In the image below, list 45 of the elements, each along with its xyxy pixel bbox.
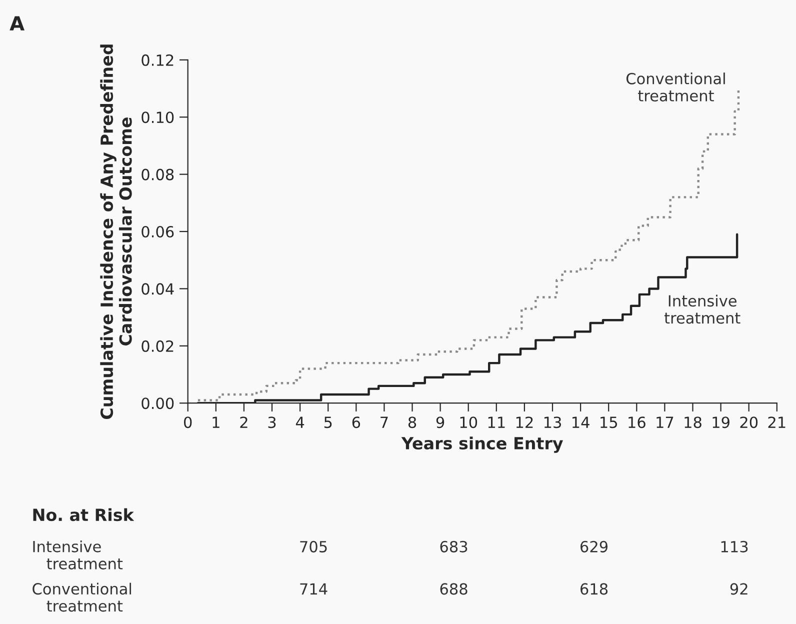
x-tick-label: 2 [240,416,248,428]
x-tick-label: 5 [324,416,332,428]
series-label: Conventional treatment [626,72,725,102]
x-tick-label: 9 [436,416,444,428]
text: 629 [580,540,608,552]
x-tick-label: 14 [572,416,590,428]
y-tick-label: 0.02 [142,340,174,352]
text: No. at Risk [33,508,134,522]
x-tick-label: 7 [380,416,388,428]
y-tick-label: 0.08 [142,168,174,180]
x-tick-label: 15 [600,416,617,428]
x-tick-label: 21 [768,416,786,428]
x-tick-label: 19 [712,416,730,428]
text: 113 [721,540,748,552]
x-axis-title: Years since Entry [401,436,563,453]
x-tick-label: 4 [296,416,304,428]
x-tick-label: 13 [544,416,561,428]
x-tick-label: 0 [184,416,192,428]
x-tick-label: 11 [488,416,505,428]
text: 714 [300,583,328,594]
x-tick-label: 1 [212,416,220,428]
text: Intensive treatment [33,540,123,570]
text: 705 [300,540,327,552]
x-tick-label: 12 [516,416,533,428]
y-tick-label: 0.12 [142,54,174,66]
y-axis-title: Cumulative Incidence of Any Predefined Cardiovascular Outcome [100,44,132,419]
y-tick-label: 0.04 [142,283,174,295]
x-tick-label: 3 [268,416,276,428]
text: 688 [440,583,468,595]
text: A [10,16,25,30]
text: 618 [580,583,608,595]
y-tick-label: 0.10 [142,112,174,124]
x-tick-label: 8 [408,416,416,428]
x-tick-label: 20 [740,416,758,428]
text: Conventional treatment [32,582,132,612]
text: 683 [440,540,468,552]
text: 92 [730,583,748,595]
x-tick-label: 17 [656,416,674,428]
y-tick-label: 0.06 [142,226,174,238]
y-tick-label: 0.00 [142,398,174,410]
x-tick-label: 10 [460,416,478,428]
series-label: Intensive treatment [664,294,740,324]
x-tick-label: 16 [628,416,646,428]
x-tick-label: 6 [352,416,360,428]
x-tick-label: 18 [684,416,702,428]
